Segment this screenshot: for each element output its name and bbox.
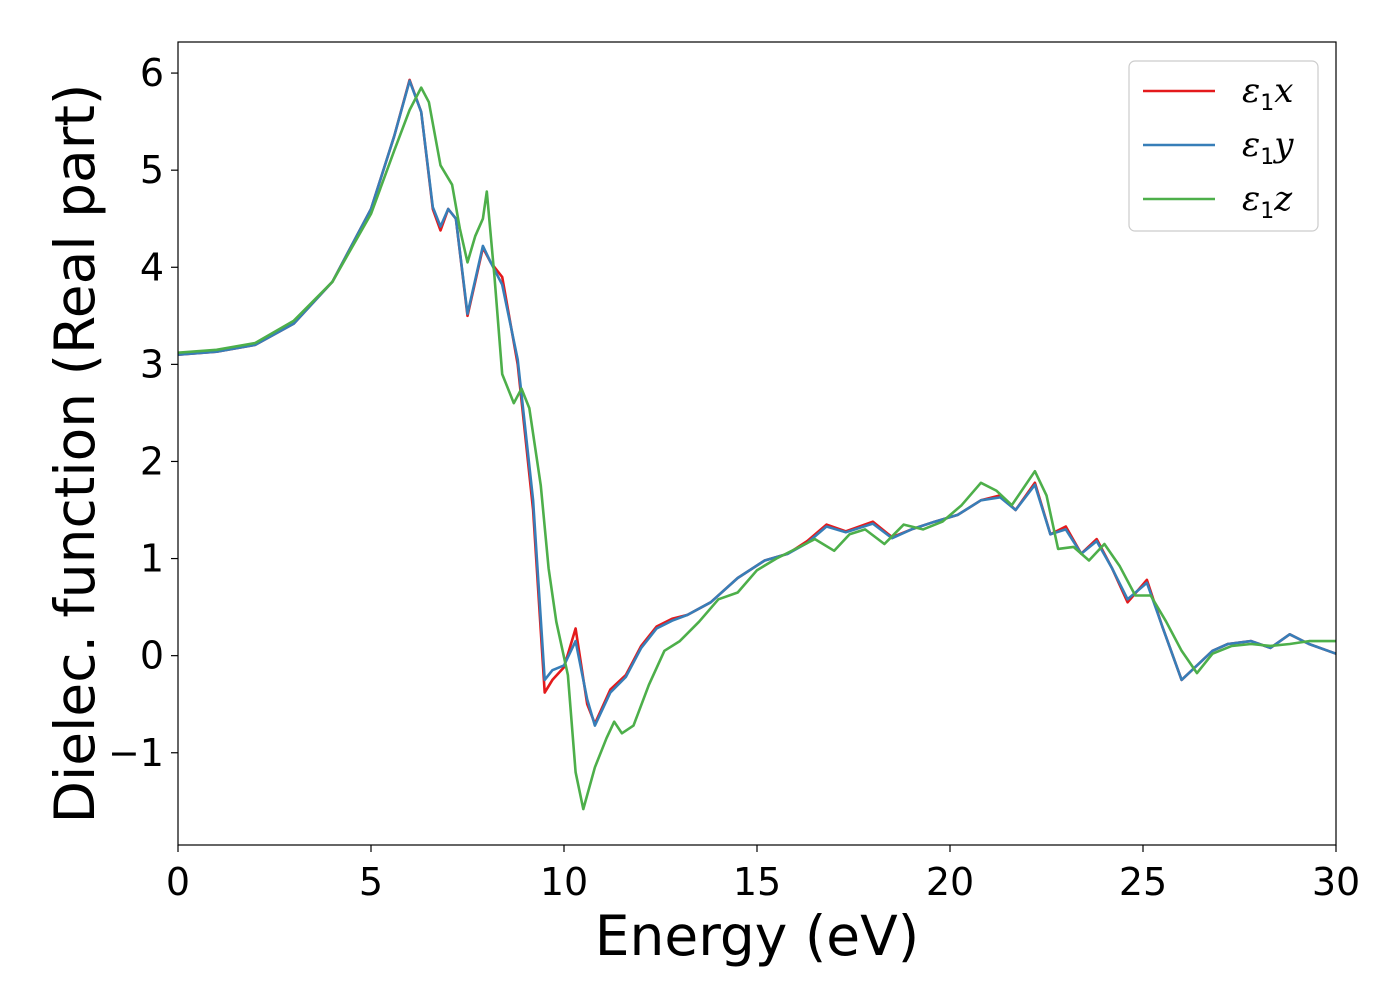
y-tick-label: 4 [140, 245, 164, 289]
x-axis-title: Energy (eV) [595, 904, 919, 968]
y-tick-label: 2 [140, 439, 164, 483]
x-tick-label: 15 [733, 860, 781, 904]
legend-box [1128, 60, 1319, 232]
y-tick-label: 6 [140, 51, 164, 95]
y-tick-label: 3 [140, 342, 164, 386]
legend-label-x: ε1x [1242, 71, 1293, 116]
legend-label-z: ε1z [1242, 179, 1293, 224]
x-tick-label: 0 [166, 860, 190, 904]
series-layer [178, 78, 1336, 811]
y-tick-label: 5 [140, 148, 164, 192]
series-line-z [178, 86, 1336, 811]
legend: ε1x ε1y ε1z [1128, 60, 1319, 232]
x-tick-label: 5 [359, 860, 383, 904]
x-tick-label: 30 [1312, 860, 1360, 904]
y-tick-label: −1 [108, 731, 164, 775]
legend-label-y: ε1y [1242, 125, 1294, 170]
ticks-layer: 0 5 10 15 20 25 30 −1 0 1 2 3 4 5 6 [108, 51, 1360, 904]
series-line-y [178, 79, 1336, 727]
y-axis-title: Dielec. function (Real part) [43, 84, 107, 824]
y-tick-label: 0 [140, 634, 164, 678]
x-tick-label: 20 [926, 860, 974, 904]
x-tick-label: 10 [540, 860, 588, 904]
y-tick-label: 1 [140, 537, 164, 581]
x-tick-label: 25 [1119, 860, 1167, 904]
